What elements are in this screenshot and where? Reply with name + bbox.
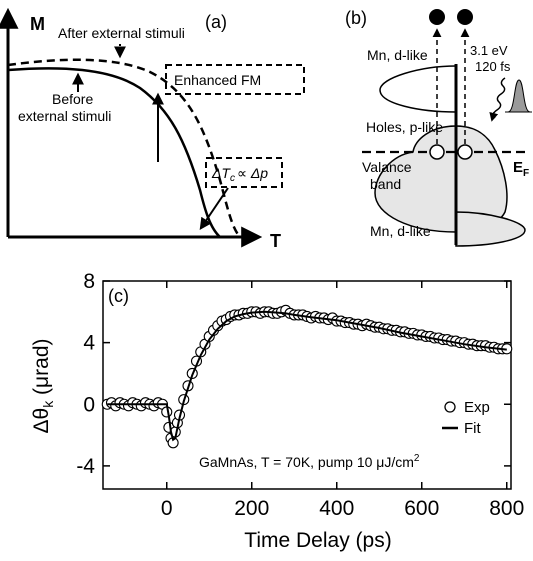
x-tick-label: 600	[404, 497, 439, 520]
y-axis-title: Δθk (μrad)	[30, 339, 56, 434]
holes-label: Holes, p-like	[366, 119, 443, 135]
x-tick-label: 800	[489, 497, 524, 520]
pulse-gaussian	[507, 79, 531, 113]
x-axis-title: Time Delay (ps)	[244, 529, 391, 552]
before-stimuli-label-line2: external stimuli	[18, 108, 111, 124]
valence-label-line1: Valance	[362, 159, 412, 175]
legend-fit-label: Fit	[464, 420, 481, 437]
panel-a-x-axis-label: T	[270, 231, 281, 251]
y-tick-label: 8	[83, 270, 95, 293]
mn-upper-lobe	[379, 65, 457, 113]
y-tick-label: 0	[83, 393, 95, 416]
legend-exp-marker	[444, 401, 456, 413]
after-stimuli-label: After external stimuli	[58, 25, 185, 41]
tc-pointer-arrow	[199, 187, 229, 230]
exp-series	[101, 304, 513, 449]
y-tick-labels: -4 0 4 8	[76, 270, 95, 478]
x-tick-label: 200	[234, 497, 269, 520]
after-curve	[7, 58, 241, 238]
fit-series-line	[107, 310, 507, 442]
panel-b: (b) Mn, d-like EF Holes, p-like Valance …	[345, 8, 532, 247]
y-tick-label: 4	[83, 332, 95, 355]
legend: Exp Fit	[442, 399, 490, 437]
fermi-level-label: EF	[513, 159, 529, 179]
tc-relation-box	[205, 157, 283, 188]
enhanced-fm-label: Enhanced FM	[174, 72, 261, 88]
experiment-annotation: GaMnAs, T = 70K, pump 10 μJ/cm2	[199, 453, 420, 470]
electron-1	[429, 9, 445, 25]
valence-label-line2: band	[370, 176, 401, 192]
enhanced-fm-box	[165, 64, 305, 95]
hole-2	[457, 144, 473, 160]
panel-a: M T (a) After external stimuli Before ex…	[0, 7, 305, 251]
photon-wavy-arrow	[492, 77, 506, 119]
before-stimuli-label-line1: Before	[52, 91, 93, 107]
before-curve	[7, 67, 221, 238]
electron-2	[457, 9, 473, 25]
pulse-energy-label: 3.1 eV	[470, 43, 508, 58]
x-tick-labels: 0 200 400 600 800	[161, 497, 524, 520]
plot-frame	[102, 280, 512, 490]
x-tick-label: 0	[161, 497, 173, 520]
legend-exp-label: Exp	[464, 399, 490, 416]
mn-lower-label: Mn, d-like	[370, 223, 431, 239]
panel-a-y-axis-label: M	[30, 14, 45, 34]
y-tick-label: -4	[76, 455, 95, 478]
panel-a-label: (a)	[205, 12, 227, 32]
panel-c-label: (c)	[108, 286, 129, 306]
pulse-duration-label: 120 fs	[475, 59, 511, 74]
hole-1	[429, 144, 445, 160]
mn-lower-lobe	[455, 211, 526, 247]
panel-b-label: (b)	[345, 8, 367, 28]
tc-relation-label: ΔTc ∝ Δp	[211, 165, 268, 184]
photon-arrow-tip	[489, 111, 499, 122]
mn-upper-label: Mn, d-like	[367, 47, 428, 63]
panel-c: -4 0 4 8 0 200 400 600 800 (c) Exp Fit GaMnAs, …	[30, 270, 524, 552]
x-tick-label: 400	[319, 497, 354, 520]
